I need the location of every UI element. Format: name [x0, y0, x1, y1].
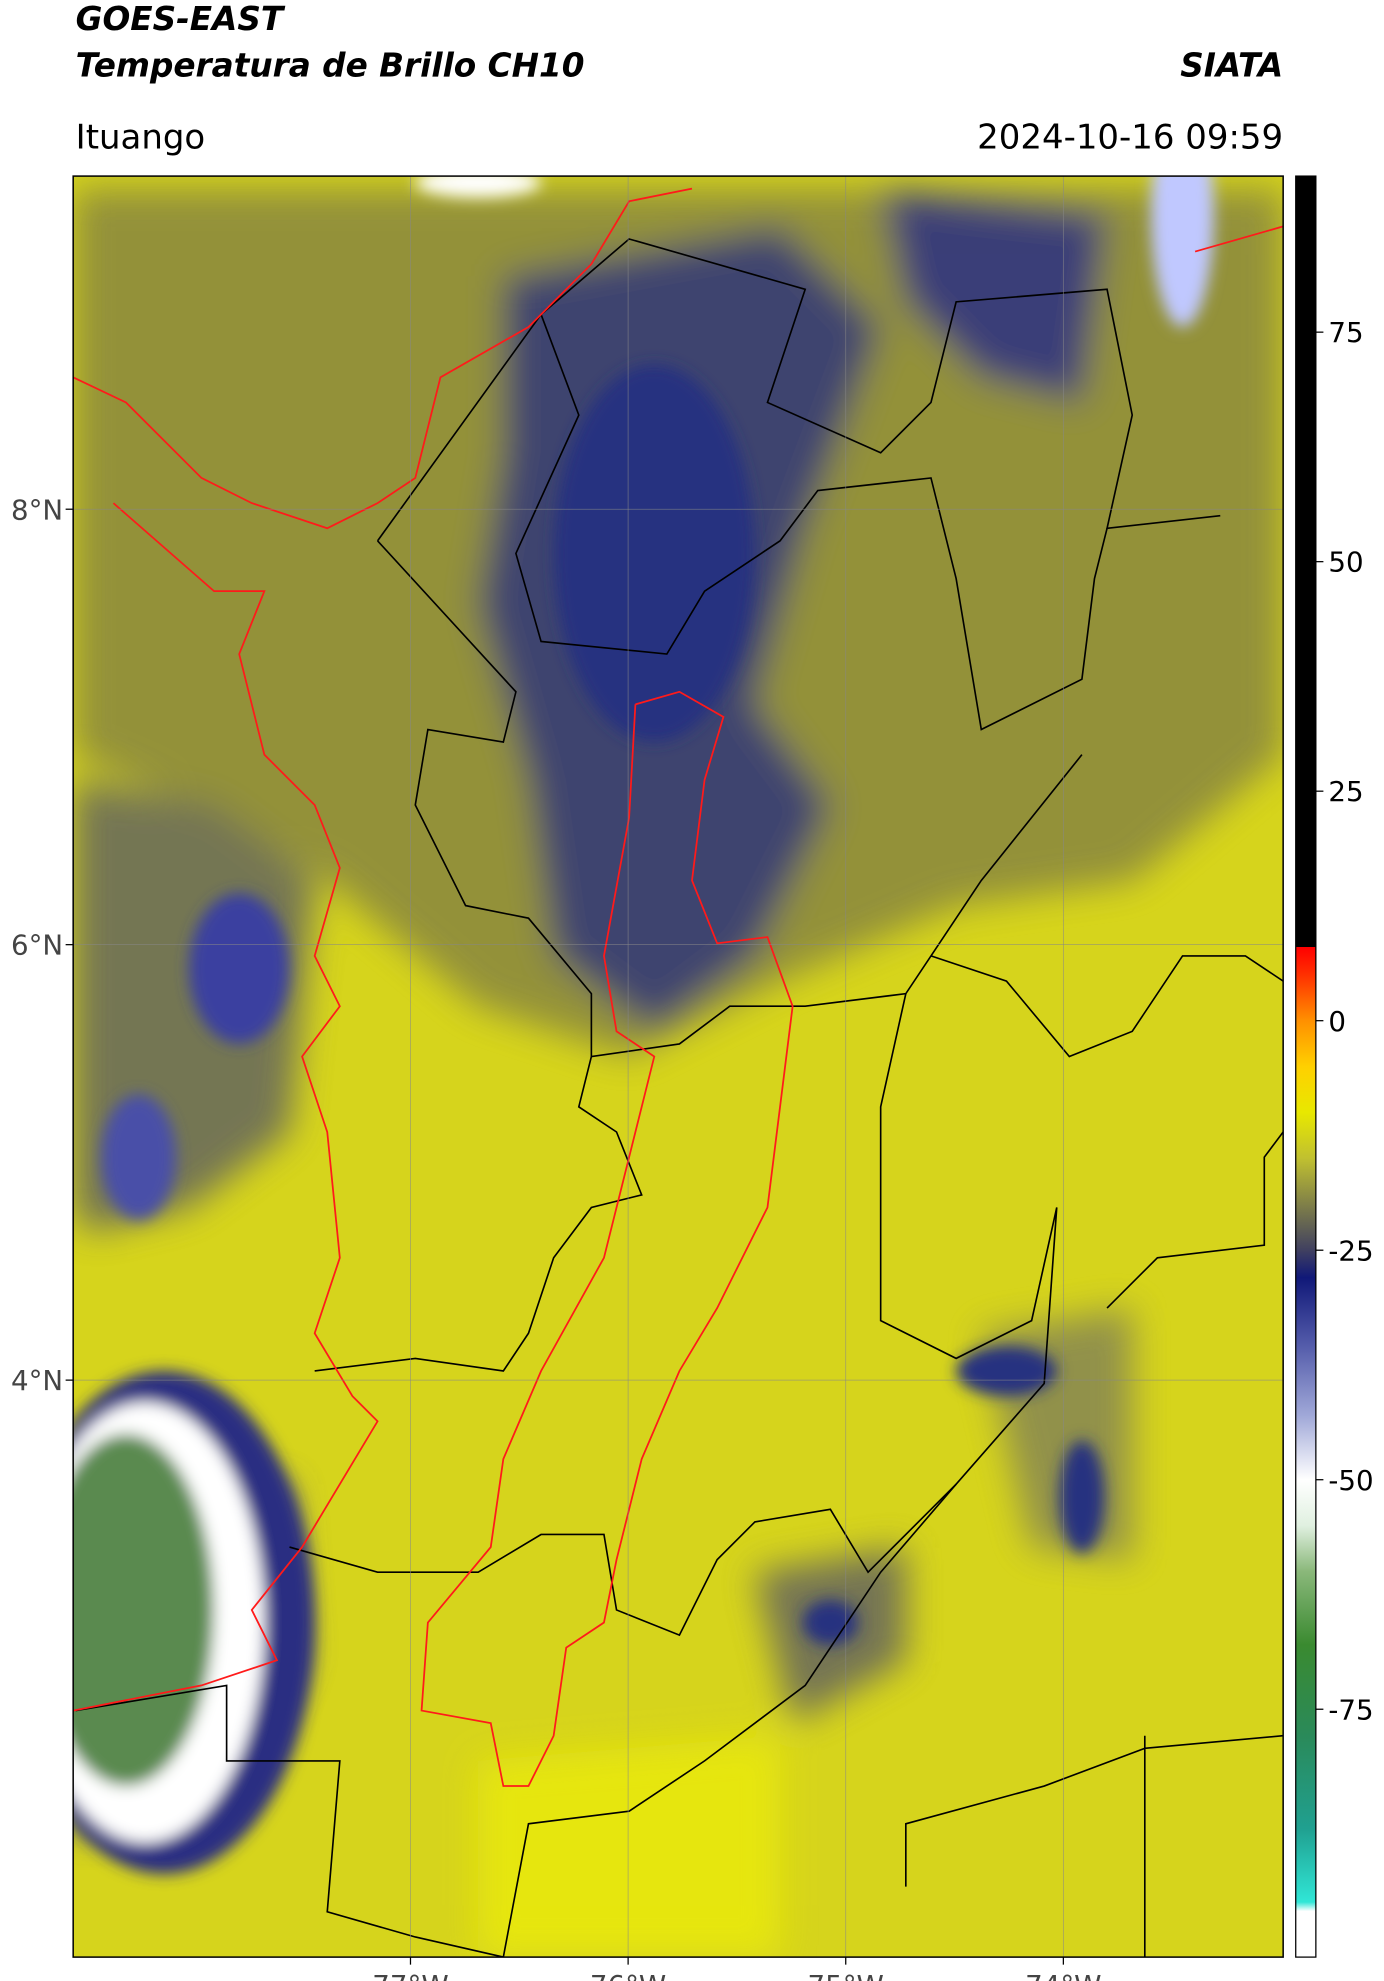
- admin-borders: [75, 238, 1284, 1958]
- colorbar: 75 50 25 0 -25 -50 -75: [1295, 175, 1374, 1958]
- colorbar-tick-label: -25: [1328, 1234, 1373, 1267]
- colorbar-tick-label: 75: [1328, 316, 1363, 349]
- colorbar-tick-label: -50: [1328, 1464, 1373, 1497]
- title: GOES-EAST: [76, 0, 286, 38]
- colorbar-tick-label: 25: [1328, 775, 1363, 808]
- grid: 77°W 76°W 75°W 74°W 8°N 6°N 4°N: [11, 176, 1284, 1981]
- datetime: 2024-10-16 09:59: [977, 117, 1283, 157]
- source: SIATA: [1180, 47, 1283, 85]
- colorbar-tick-label: 50: [1328, 546, 1363, 579]
- colorbar-scale: [1295, 175, 1317, 1958]
- y-tick-label: 6°N: [11, 929, 63, 962]
- country-borders: [73, 187, 1284, 1787]
- y-tick-label: 8°N: [11, 493, 63, 526]
- x-tick-label: 76°W: [590, 1969, 666, 1981]
- satellite-image: [73, 176, 1284, 1958]
- location: Ituango: [76, 117, 206, 157]
- colorbar-tick-label: 0: [1328, 1005, 1346, 1038]
- map-frame: [72, 175, 1284, 1958]
- x-tick-label: 75°W: [808, 1969, 884, 1981]
- x-tick-label: 74°W: [1025, 1969, 1101, 1981]
- y-tick-label: 4°N: [11, 1364, 63, 1397]
- x-tick-label: 77°W: [372, 1969, 448, 1981]
- colorbar-tick-label: -75: [1328, 1693, 1373, 1726]
- subtitle: Temperatura de Brillo CH10: [76, 47, 585, 85]
